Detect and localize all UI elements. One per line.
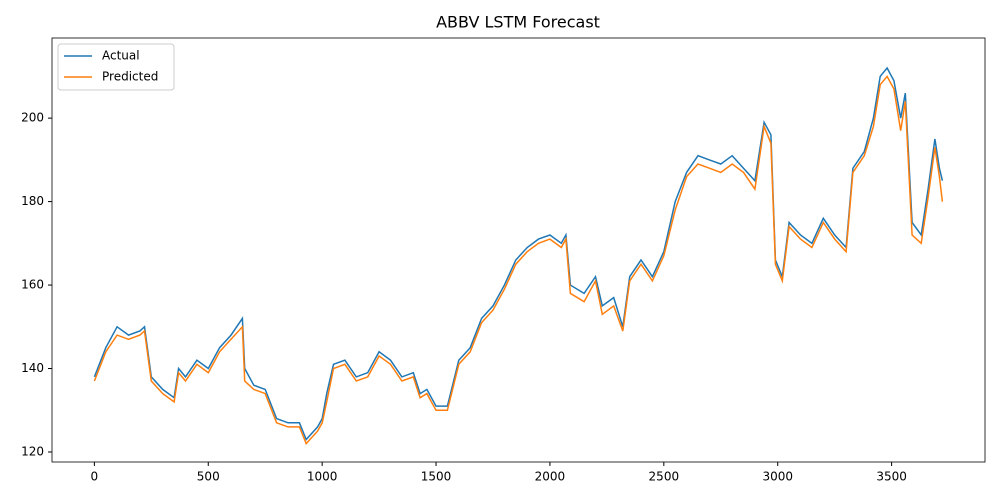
line-series <box>93 66 944 441</box>
y-tick-label: 200 <box>21 111 44 125</box>
x-tick-label: 1000 <box>307 470 338 484</box>
line-series <box>93 75 944 445</box>
legend-label: Actual <box>102 49 140 63</box>
y-tick-label: 160 <box>21 278 44 292</box>
x-tick-label: 3500 <box>876 470 907 484</box>
y-tick-label: 120 <box>21 444 44 458</box>
plot-frame <box>51 37 986 463</box>
y-tick-label: 140 <box>21 361 44 375</box>
x-tick-label: 1500 <box>421 470 452 484</box>
chart-title: ABBV LSTM Forecast <box>436 13 600 32</box>
y-tick-label: 180 <box>21 194 44 208</box>
x-tick-label: 0 <box>91 470 99 484</box>
x-tick-label: 2500 <box>649 470 680 484</box>
x-tick-label: 500 <box>197 470 220 484</box>
x-tick-label: 3000 <box>762 470 793 484</box>
legend-label: Predicted <box>102 70 158 84</box>
x-tick-label: 2000 <box>535 470 566 484</box>
